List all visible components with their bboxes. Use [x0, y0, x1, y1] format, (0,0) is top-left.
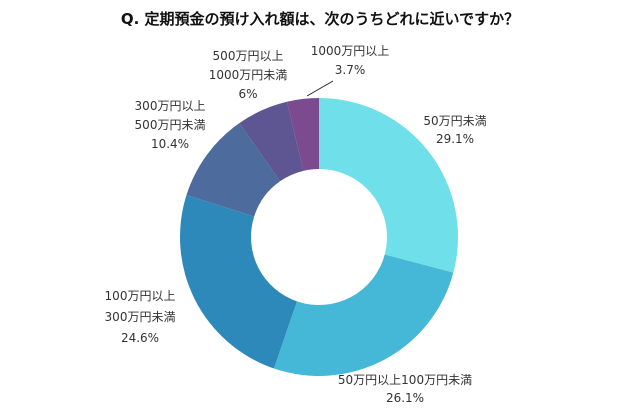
slice-value-label: 24.6%	[121, 331, 159, 345]
slice-category-label: 1000万円未満	[209, 68, 288, 82]
slice-value-label: 29.1%	[436, 132, 474, 146]
chart-title: Q. 定期預金の預け入れ額は、次のうちどれに近いですか？	[120, 10, 520, 28]
slice-value-label: 6%	[238, 87, 257, 101]
slice-category-label: 50万円以上100万円未満	[338, 373, 472, 387]
slice-value-label: 3.7%	[335, 63, 366, 77]
donut-slice-2	[179, 195, 297, 369]
leader-line	[306, 80, 334, 97]
slice-value-label: 10.4%	[151, 137, 189, 151]
slice-category-label: 500万円未満	[135, 118, 206, 132]
donut-slice-4	[239, 101, 304, 182]
donut-slice-1	[273, 254, 454, 376]
slice-category-label: 300万円以上	[135, 99, 206, 113]
donut-slice-3	[186, 123, 281, 217]
slice-category-label: 1000万円以上	[311, 44, 390, 58]
slice-category-label: 500万円以上	[213, 49, 284, 63]
slice-category-label: 100万円以上	[105, 289, 176, 303]
donut-slice-5	[286, 98, 319, 171]
donut-slice-0	[319, 98, 459, 273]
slice-value-label: 26.1%	[386, 391, 424, 405]
slice-category-label: 50万円未満	[423, 114, 486, 128]
slice-category-label: 300万円未満	[105, 310, 176, 324]
